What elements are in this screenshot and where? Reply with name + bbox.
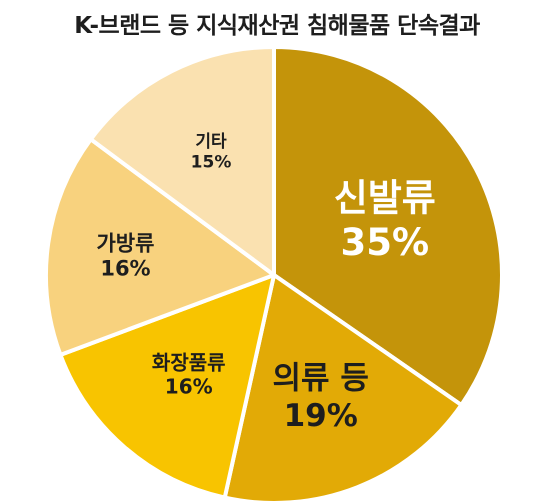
slice-label-1: 신발류 (334, 176, 436, 219)
pie-slice-1 (272, 45, 504, 407)
slice-label-5: 기타 (195, 132, 227, 152)
chart-title: K-브랜드 등 지식재산권 침해물품 단속결과 (74, 13, 480, 39)
slice-value-3: 16% (165, 375, 213, 399)
pie-slice-5 (88, 45, 276, 277)
slice-value-5: 15% (191, 152, 232, 172)
pie-slice-4 (44, 137, 276, 357)
pie-slice-3 (58, 273, 276, 500)
slice-value-2: 19% (284, 398, 358, 434)
slice-value-1: 35% (340, 221, 429, 264)
slice-value-4: 16% (100, 256, 150, 280)
slice-label-4: 가방류 (96, 231, 154, 255)
slice-label-2: 의류 등 (272, 361, 368, 397)
slice-label-3: 화장품류 (152, 351, 226, 375)
